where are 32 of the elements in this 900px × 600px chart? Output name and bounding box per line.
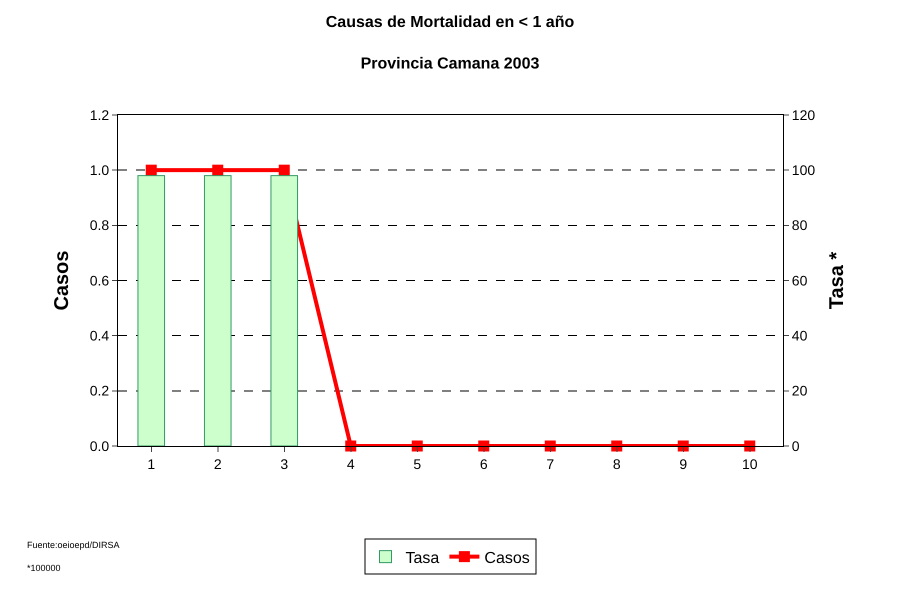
y-tick-label: 1.2 [90, 106, 110, 123]
legend-label: Casos [484, 550, 530, 567]
y-tick-label: 0.0 [90, 438, 110, 454]
chart-title: Causas de Mortalidad en < 1 año [326, 14, 574, 31]
y2-tick-label: 100 [792, 162, 816, 178]
x-tick-label: 5 [413, 456, 422, 472]
text: *100000 [27, 563, 61, 573]
x-tick-label: 2 [214, 456, 222, 472]
y2-tick-label: 0 [792, 438, 800, 454]
y2-tick-label: 120 [792, 106, 816, 123]
y-tick-label: 0.8 [90, 217, 110, 234]
source-note: Fuente:oeioepd/DIRSA [27, 540, 120, 550]
y-tick-label: 0.6 [90, 272, 110, 288]
x-tick-label: 8 [612, 456, 621, 472]
y2-tick-label: 20 [792, 382, 808, 399]
x-tick-label: 6 [480, 456, 488, 472]
y-axis-title: Casos [51, 250, 73, 311]
x-tick-label: 4 [346, 456, 355, 472]
y-tick-label: 0.2 [90, 382, 110, 399]
x-tick-label: 10 [742, 456, 758, 472]
y-tick-label: 1.0 [90, 162, 110, 178]
legend-label: Tasa [406, 550, 440, 567]
y2-tick-label: 80 [792, 217, 808, 234]
y2-axis-title: Tasa * [826, 252, 848, 310]
y2-tick-label: 40 [792, 328, 808, 344]
y2-tick-label: 60 [792, 272, 808, 288]
x-tick-label: 7 [546, 456, 554, 472]
y-tick-label: 0.4 [90, 328, 110, 344]
chart-subtitle: Provincia Camana 2003 [360, 56, 540, 73]
x-tick-label: 3 [280, 456, 288, 472]
x-tick-label: 9 [679, 456, 688, 472]
x-tick-label: 1 [147, 456, 156, 472]
